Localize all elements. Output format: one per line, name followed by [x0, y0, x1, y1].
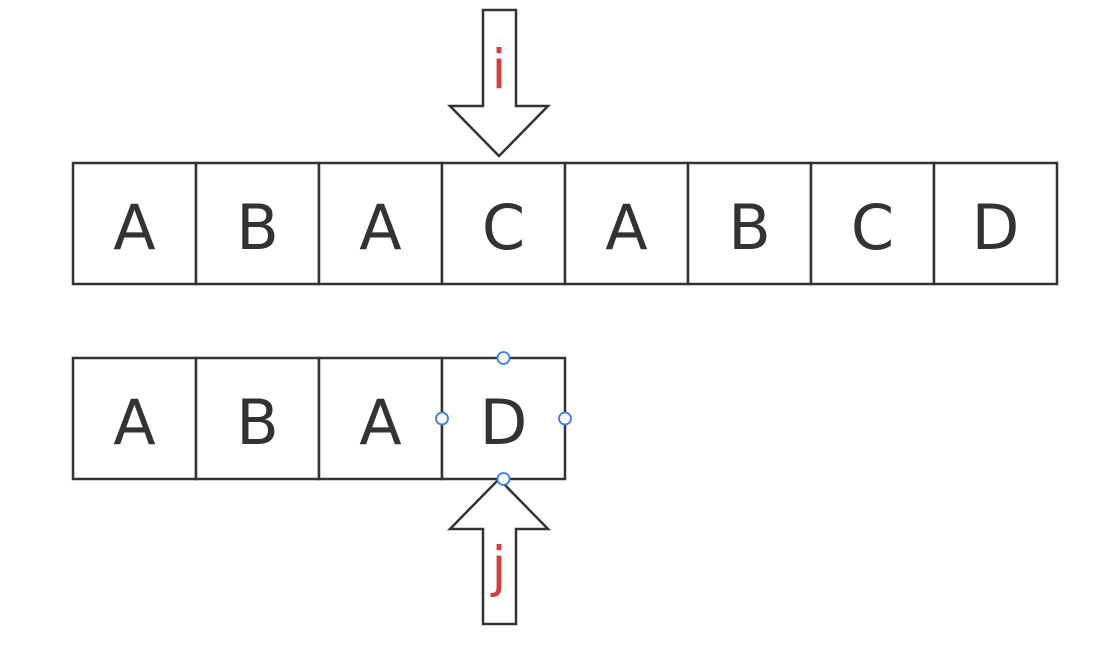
pattern-row-cell: B — [194, 356, 321, 481]
pointer-j-label: j — [490, 536, 506, 599]
text-row-cell: C — [440, 161, 567, 286]
selection-handles[interactable] — [435, 351, 572, 486]
text-row-cell: A — [71, 161, 198, 286]
pattern-row-cell-box — [440, 356, 567, 481]
text-row-cell: C — [809, 161, 936, 286]
pointer-j-arrow — [447, 477, 551, 626]
text-row-cell-letter: B — [728, 191, 771, 264]
text-row-cell-letter: C — [851, 191, 894, 264]
pattern-row-cell-box — [71, 356, 198, 481]
pointer-j: j — [447, 477, 551, 626]
text-row-cell-box — [809, 161, 936, 286]
text-row-cell-letter: B — [236, 191, 279, 264]
text-row-cell-box — [686, 161, 813, 286]
pattern-row-cell-letter: A — [359, 386, 401, 459]
text-row-cell: D — [932, 161, 1059, 286]
text-row-cell: A — [563, 161, 690, 286]
text-row-cell-letter: A — [113, 191, 155, 264]
pattern-row-cell-letter: D — [480, 386, 528, 459]
pattern-row-cell-box — [317, 356, 444, 481]
text-row-cell-box — [194, 161, 321, 286]
pattern-row-cell-letter: B — [236, 386, 279, 459]
pattern-row-cell-box — [194, 356, 321, 481]
text-row-cell-box — [932, 161, 1059, 286]
text-row-cell: B — [194, 161, 321, 286]
text-row-cell-letter: C — [482, 191, 525, 264]
text-row-cell-letter: D — [972, 191, 1020, 264]
pattern-row-cell-letter: A — [113, 386, 155, 459]
pattern-row-cell: D — [440, 356, 567, 481]
text-row-cell-box — [71, 161, 198, 286]
pointer-i-label: i — [491, 39, 506, 102]
pattern-row-cell: A — [317, 356, 444, 481]
text-row-cell-letter: A — [359, 191, 401, 264]
selection-handle-right[interactable] — [558, 411, 572, 426]
pointer-i-arrow — [447, 8, 551, 158]
pointer-i: i — [447, 8, 551, 158]
pattern-row-cell: A — [71, 356, 198, 481]
selection-handle-bottom[interactable] — [496, 472, 511, 486]
text-row-cell-box — [440, 161, 567, 286]
selection-handle-top[interactable] — [496, 351, 511, 365]
text-row-cell: B — [686, 161, 813, 286]
selection-handle-left[interactable] — [435, 411, 449, 426]
text-row-cell: A — [317, 161, 444, 286]
text-row-cell-box — [317, 161, 444, 286]
text-row-cell-letter: A — [605, 191, 647, 264]
